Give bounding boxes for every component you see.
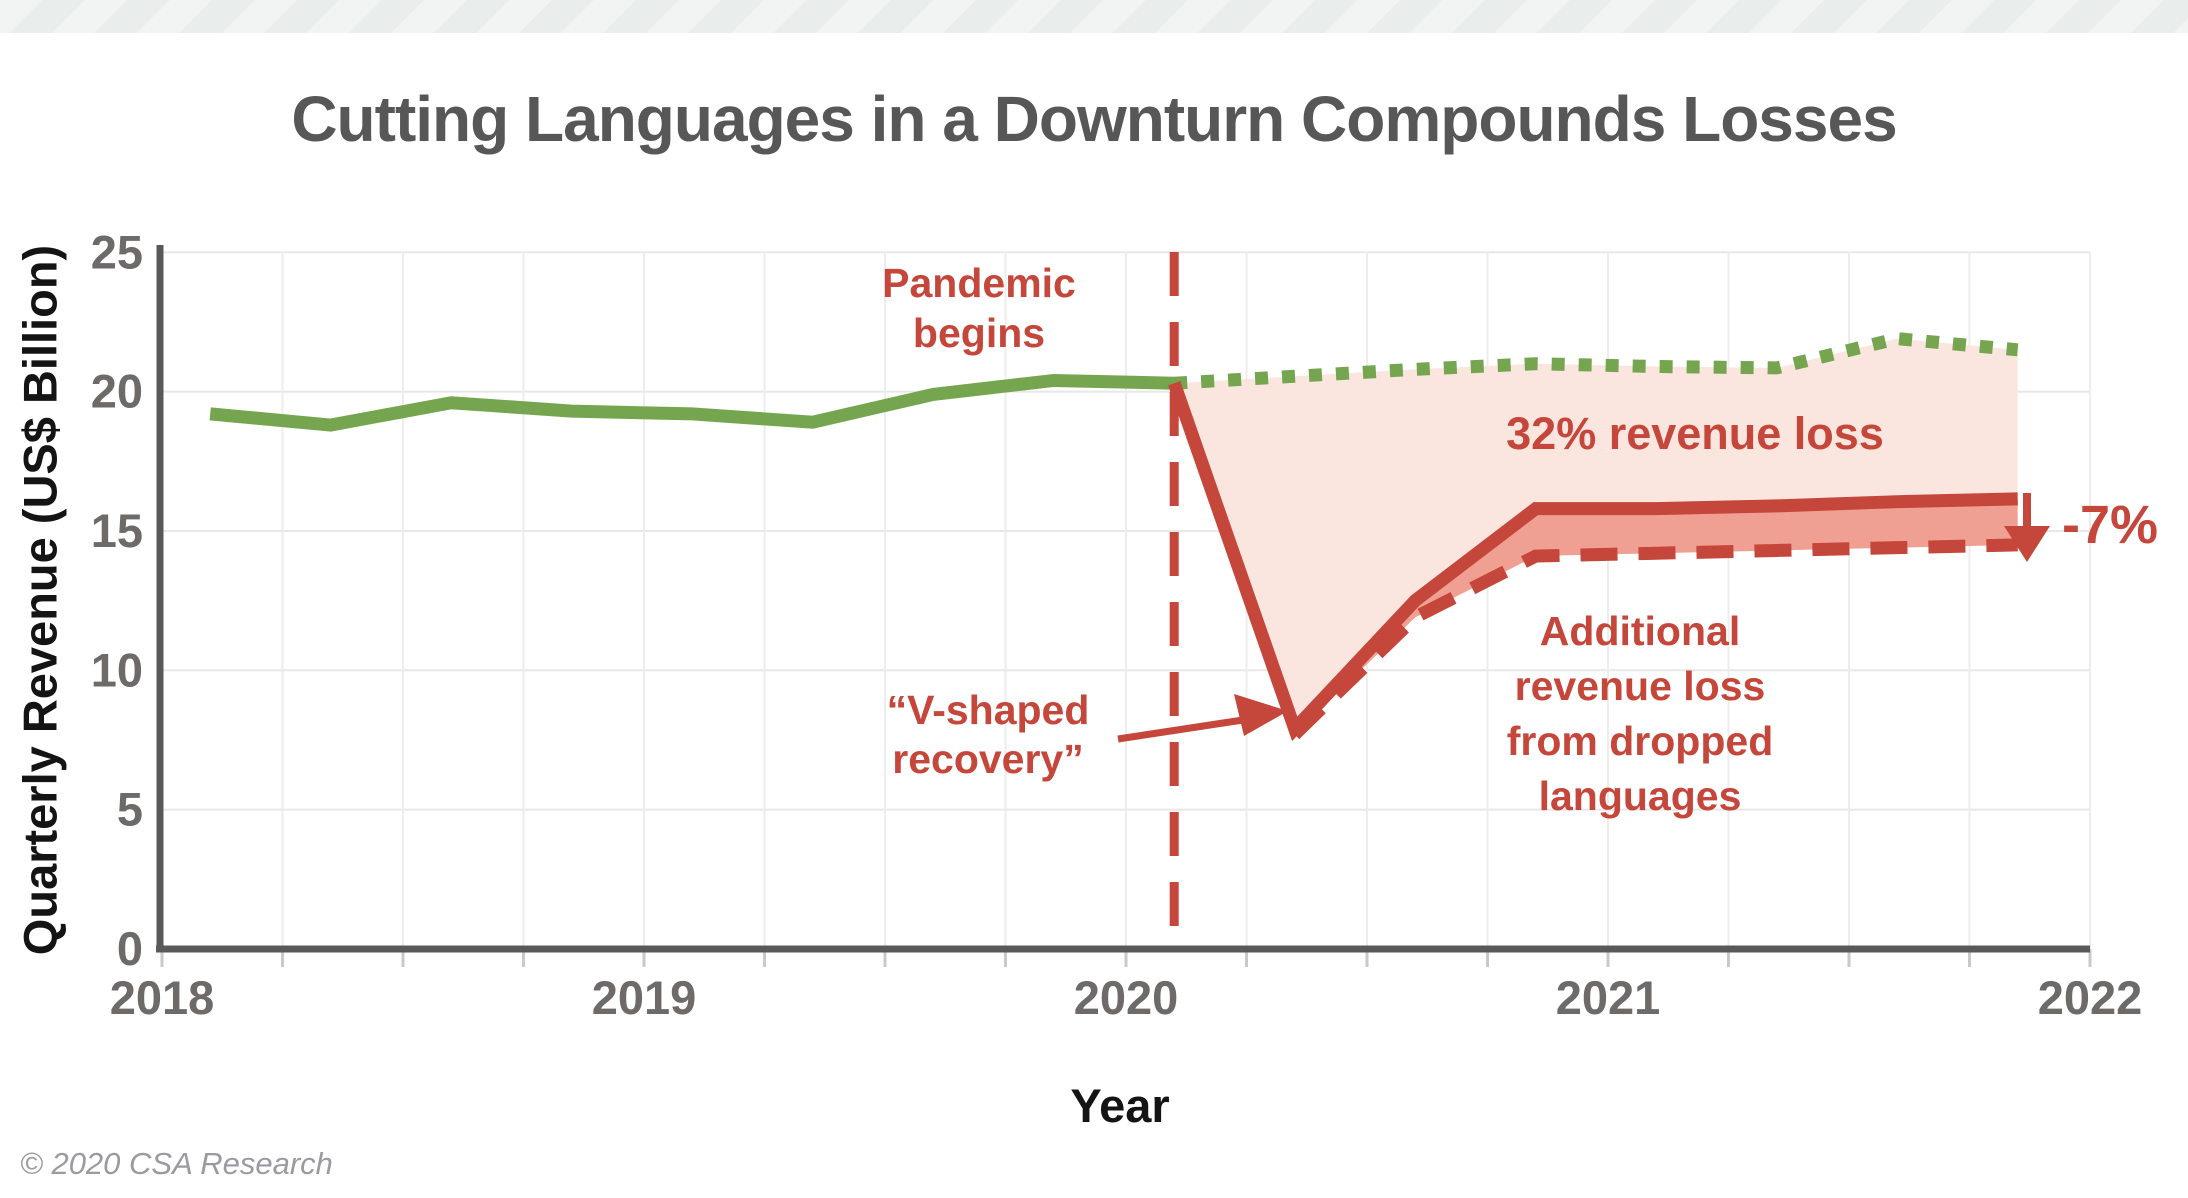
y-tick-label: 25 — [91, 225, 143, 278]
additional-loss-line4: languages — [1538, 773, 1742, 819]
y-tick-label: 10 — [91, 643, 143, 696]
actual-revenue-pre-pandemic-line — [209, 373, 1175, 432]
x-tick-label: 2022 — [2038, 971, 2143, 1024]
projected-revenue-no-pandemic-line — [1173, 332, 2019, 390]
pandemic-begins-line2: begins — [912, 310, 1046, 356]
v-shaped-line2: recovery” — [892, 736, 1084, 782]
additional-loss-line1: Additional — [1539, 608, 1741, 654]
page-title: Cutting Languages in a Downturn Compound… — [291, 83, 1897, 155]
additional-loss-line2: revenue loss — [1514, 663, 1766, 709]
x-tick-label: 2018 — [110, 971, 215, 1024]
striped-header-band — [0, 0, 2188, 33]
x-tick-label: 2021 — [1556, 971, 1661, 1024]
pandemic-begins-annotation: Pandemic begins — [882, 258, 1076, 358]
additional-loss-line3: from dropped — [1506, 718, 1774, 764]
x-tick-label: 2020 — [1074, 971, 1179, 1024]
minus-7-percent-label: -7% — [2062, 495, 2159, 555]
v-shaped-arrow-head — [1234, 694, 1288, 736]
v-shaped-arrow-shaft — [1117, 714, 1257, 743]
pandemic-begins-line1: Pandemic — [882, 260, 1076, 306]
v-shaped-line1: “V-shaped — [886, 687, 1090, 733]
y-tick-label: 0 — [117, 922, 143, 975]
y-tick-label: 20 — [91, 365, 143, 418]
y-tick-label: 15 — [91, 504, 143, 557]
revenue-loss-32-label: 32% revenue loss — [1506, 408, 1884, 459]
y-tick-label: 5 — [117, 783, 143, 836]
v-shaped-recovery-annotation: “V-shaped recovery” — [887, 686, 1090, 784]
recovery-with-dropped-languages-line — [1290, 538, 2018, 740]
copyright-note: © 2020 CSA Research — [20, 1146, 333, 1181]
x-tick-label: 2019 — [592, 971, 697, 1024]
minus7-arrow-head — [2004, 526, 2050, 562]
additional-loss-annotation: Additional revenue loss from dropped lan… — [1507, 604, 1773, 824]
x-axis-title: Year — [1070, 1079, 1170, 1132]
